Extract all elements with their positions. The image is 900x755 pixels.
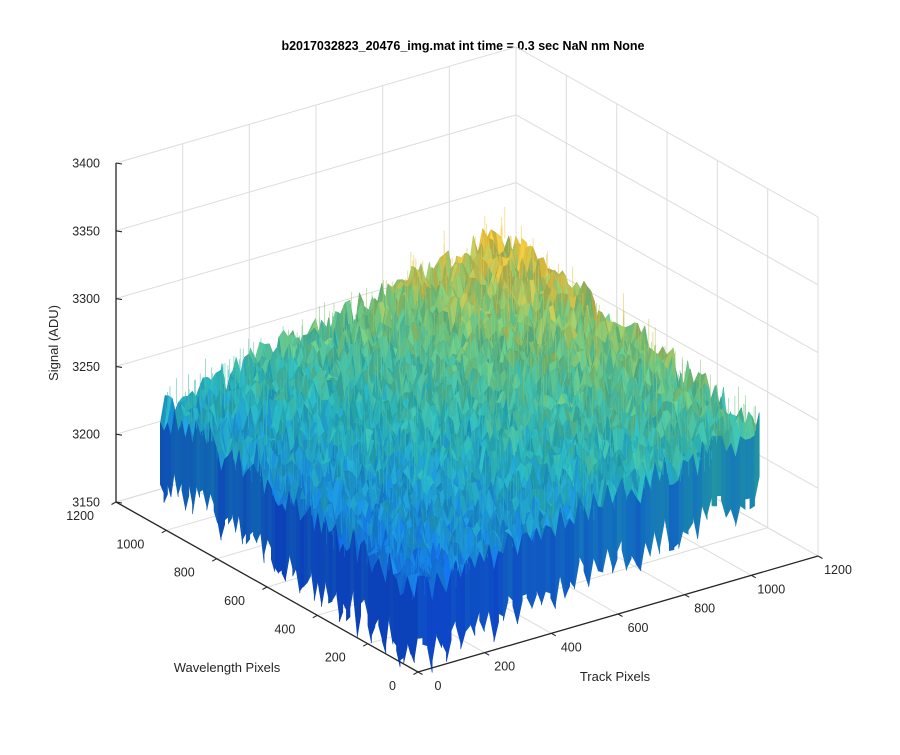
chart-title: b2017032823_20476_img.mat int time = 0.3… bbox=[281, 39, 644, 53]
surface-mesh bbox=[160, 207, 759, 673]
